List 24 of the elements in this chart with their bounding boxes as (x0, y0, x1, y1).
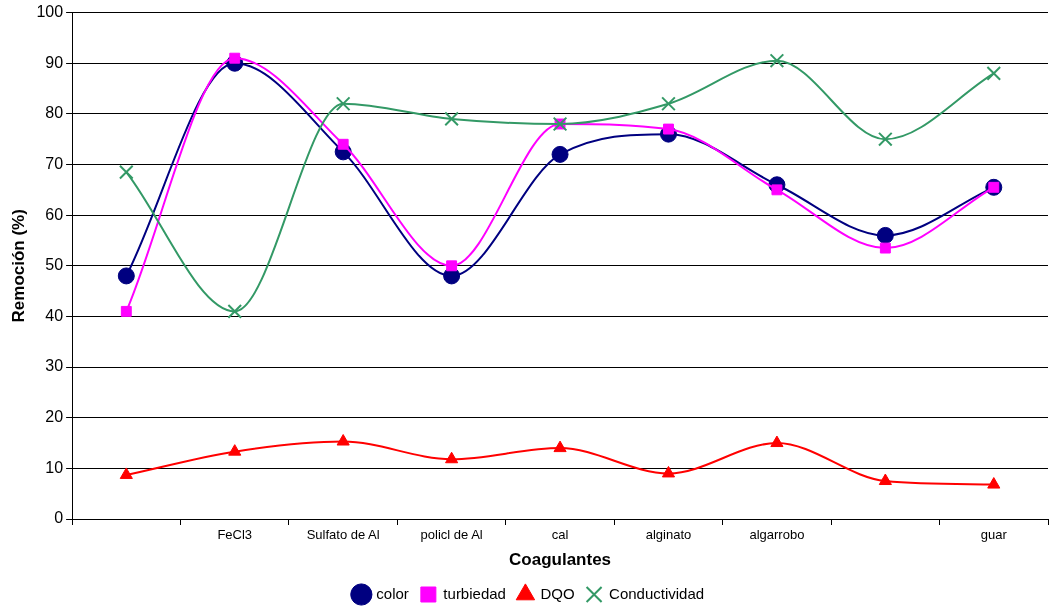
y-tick-label: 70 (45, 154, 64, 172)
x-tick-label: policl de Al (420, 527, 483, 543)
x-tick-label: alginato (645, 527, 692, 543)
x-tick-label: cal (551, 527, 569, 543)
y-tick-label: 50 (45, 256, 64, 274)
x-axis-title: Coagulantes (509, 550, 612, 570)
x-tick-label: FeCl3 (217, 527, 253, 543)
y-tick-label: 80 (45, 104, 64, 122)
legend-label: Conductividad (609, 584, 705, 602)
y-tick-label: 0 (54, 509, 64, 527)
x-tick-label: Sulfato de Al (306, 527, 380, 543)
legend-label: turbiedad (443, 584, 506, 602)
y-tick-label: 90 (45, 53, 64, 71)
y-tick-label: 20 (45, 408, 64, 426)
y-tick-label: 10 (45, 458, 64, 476)
y-tick-label: 60 (45, 205, 64, 223)
legend-label: color (376, 584, 409, 602)
y-tick-label: 30 (45, 357, 64, 375)
legend-label: DQO (540, 584, 575, 602)
y-tick-label: 40 (45, 306, 64, 324)
y-axis-title: Remoción (%) (8, 209, 28, 323)
x-tick-label: guar (980, 527, 1008, 543)
x-tick-label: algarrobo (749, 527, 805, 543)
y-tick-label: 100 (36, 3, 64, 21)
